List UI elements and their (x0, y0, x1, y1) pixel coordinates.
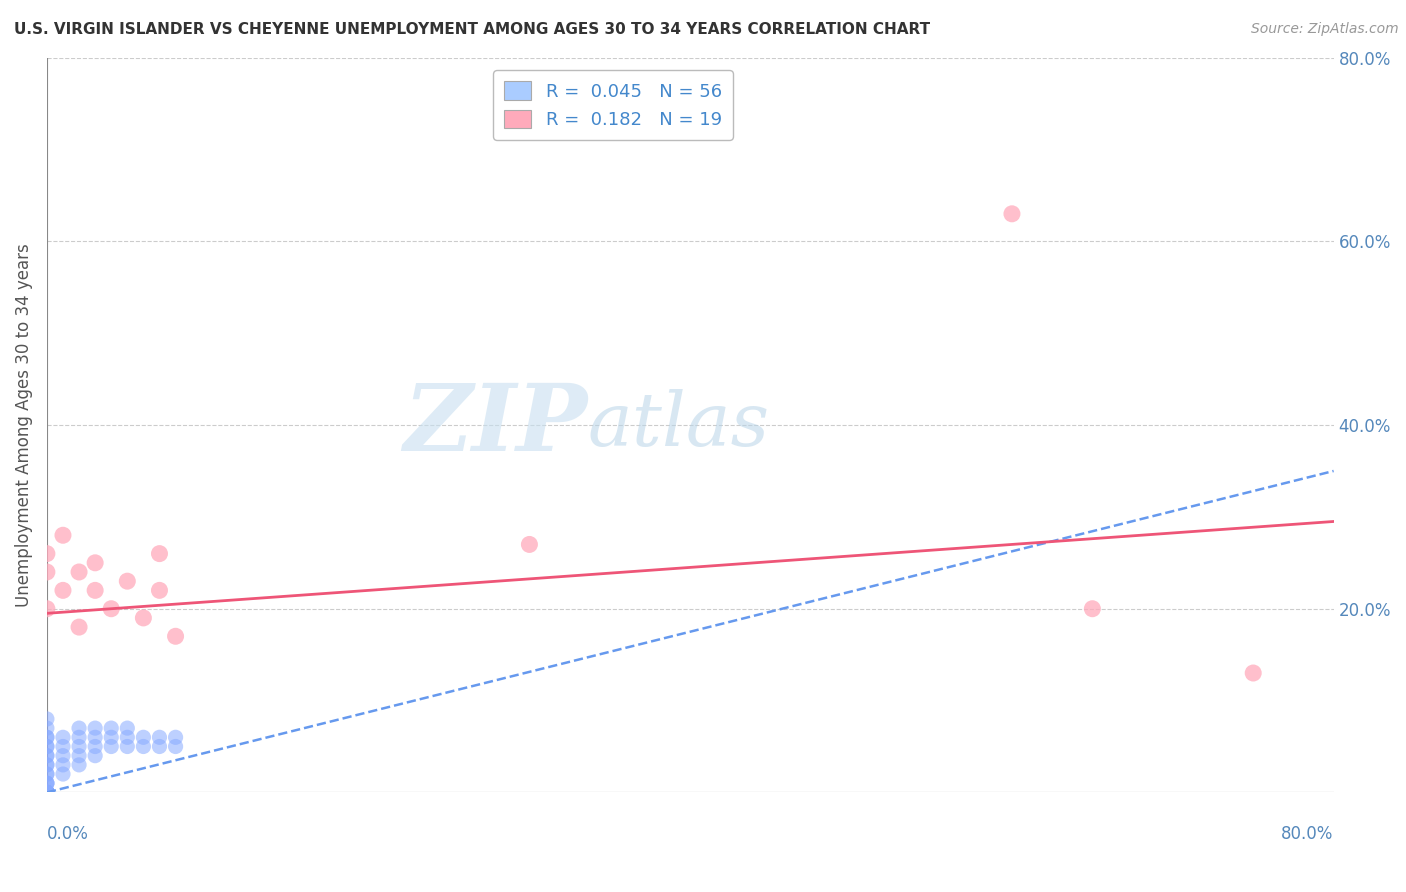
Point (35, 547, 58, 561)
Point (84, 739, 107, 754)
Point (35, 721, 58, 735)
Point (52, 748, 75, 763)
Point (35, 785, 58, 799)
Point (84, 748, 107, 763)
Point (67, 731, 90, 745)
Text: Source: ZipAtlas.com: Source: ZipAtlas.com (1251, 22, 1399, 37)
Point (132, 731, 155, 745)
Y-axis label: Unemployment Among Ages 30 to 34 years: Unemployment Among Ages 30 to 34 years (15, 244, 32, 607)
Text: ZIP: ZIP (404, 380, 588, 470)
Point (35, 785, 58, 799)
Point (84, 731, 107, 745)
Point (52, 767, 75, 781)
Text: atlas: atlas (588, 389, 769, 461)
Point (35, 739, 58, 754)
Point (52, 583, 75, 598)
Point (35, 767, 58, 781)
Point (35, 731, 58, 745)
Point (35, 785, 58, 799)
Point (84, 721, 107, 735)
Point (100, 731, 122, 745)
Point (35, 785, 58, 799)
Point (35, 785, 58, 799)
Point (67, 620, 90, 634)
Point (117, 721, 139, 735)
Point (117, 574, 139, 589)
Point (35, 785, 58, 799)
Point (148, 739, 170, 754)
Point (35, 776, 58, 790)
Point (1241, 666, 1264, 681)
Point (84, 583, 107, 598)
Point (35, 748, 58, 763)
Point (100, 721, 122, 735)
Point (67, 565, 90, 579)
Point (148, 583, 170, 598)
Point (84, 556, 107, 570)
Point (148, 547, 170, 561)
Point (35, 757, 58, 772)
Point (52, 528, 75, 542)
Point (35, 601, 58, 615)
Point (100, 601, 122, 615)
Point (165, 731, 187, 745)
Point (35, 748, 58, 763)
Point (35, 712, 58, 726)
Point (35, 767, 58, 781)
Text: 80.0%: 80.0% (1281, 825, 1334, 844)
Point (35, 785, 58, 799)
Point (117, 731, 139, 745)
Point (100, 739, 122, 754)
Point (35, 785, 58, 799)
Point (67, 739, 90, 754)
Point (148, 731, 170, 745)
Point (519, 537, 541, 551)
Point (35, 785, 58, 799)
Point (35, 785, 58, 799)
Point (35, 757, 58, 772)
Point (165, 629, 187, 643)
Point (67, 748, 90, 763)
Point (67, 721, 90, 735)
Point (35, 785, 58, 799)
Point (52, 739, 75, 754)
Point (35, 785, 58, 799)
Point (35, 739, 58, 754)
Point (35, 565, 58, 579)
Point (35, 731, 58, 745)
Point (35, 776, 58, 790)
Point (35, 785, 58, 799)
Text: U.S. VIRGIN ISLANDER VS CHEYENNE UNEMPLOYMENT AMONG AGES 30 TO 34 YEARS CORRELAT: U.S. VIRGIN ISLANDER VS CHEYENNE UNEMPLO… (14, 22, 931, 37)
Legend: R =  0.045   N = 56, R =  0.182   N = 19: R = 0.045 N = 56, R = 0.182 N = 19 (494, 70, 733, 140)
Point (35, 785, 58, 799)
Point (165, 739, 187, 754)
Point (1081, 601, 1104, 615)
Text: 0.0%: 0.0% (46, 825, 89, 844)
Point (117, 739, 139, 754)
Point (132, 739, 155, 754)
Point (1001, 207, 1024, 221)
Point (35, 785, 58, 799)
Point (52, 757, 75, 772)
Point (52, 731, 75, 745)
Point (35, 776, 58, 790)
Point (132, 611, 155, 625)
Point (67, 757, 90, 772)
